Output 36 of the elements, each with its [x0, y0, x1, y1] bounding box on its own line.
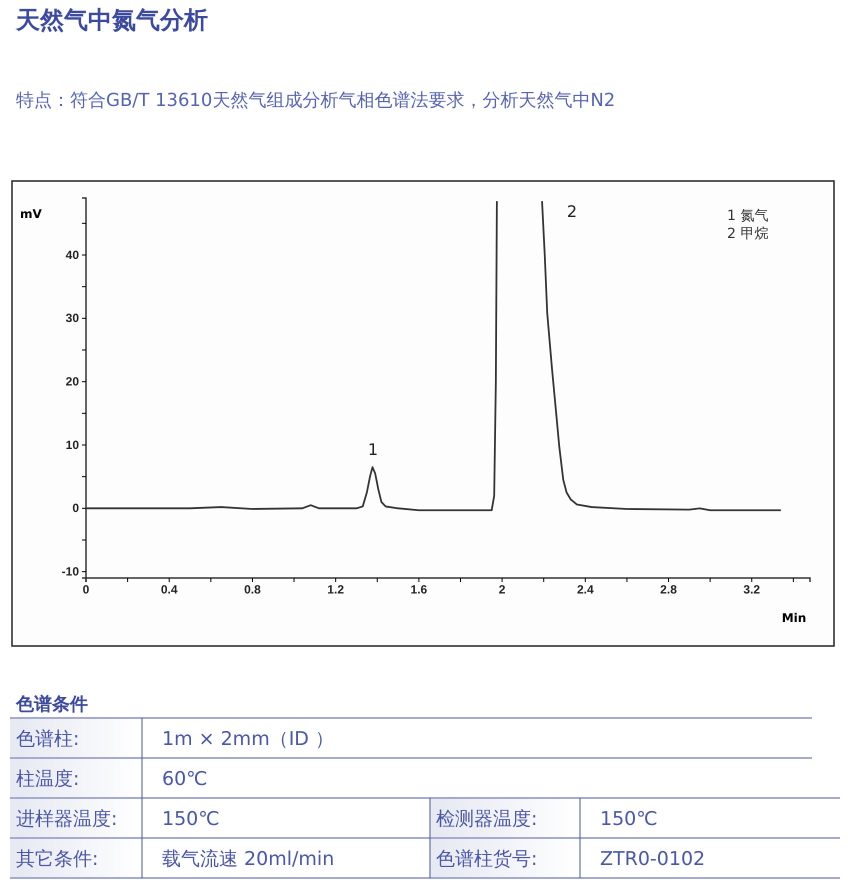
- y-tick-label: 0: [72, 501, 80, 516]
- x-tick-label: 3.2: [743, 582, 760, 597]
- chart-title: 天然气中氮气分析: [15, 6, 208, 34]
- x-tick-label: 0.4: [160, 582, 178, 597]
- text: ZTR0-0102: [600, 848, 706, 870]
- text: 载气流速 20ml/min: [162, 848, 334, 870]
- text: 色谱柱:: [16, 728, 80, 750]
- y-tick-label: 10: [66, 438, 80, 452]
- y-tick-label: 40: [66, 248, 80, 262]
- text: 1m × 2mm（ID ）: [162, 728, 334, 750]
- y-tick-label: -10: [62, 564, 80, 579]
- x-tick-label: 2.4: [576, 582, 594, 597]
- x-tick-label: 1.2: [327, 582, 344, 597]
- annotation: 1 氮气: [727, 208, 768, 224]
- text: 其它条件:: [16, 848, 98, 870]
- text: 60℃: [162, 768, 208, 790]
- y-tick-label: 20: [66, 374, 80, 389]
- text: 150℃: [600, 808, 658, 830]
- text: 色谱柱货号:: [436, 848, 538, 870]
- chart-subtitle: 特点：符合GB/T 13610天然气组成分析气相色谱法要求，分析天然气中N2: [16, 90, 616, 111]
- x-tick-label: 0: [82, 582, 90, 597]
- annotation: 2 甲烷: [727, 226, 768, 242]
- x-tick-label: 1.6: [410, 582, 428, 597]
- y-axis-title: mV: [20, 207, 43, 221]
- y-tick-label: 30: [66, 311, 80, 326]
- text: 150℃: [162, 808, 220, 830]
- text: 柱温度:: [16, 768, 80, 790]
- x-tick-label: 2.8: [660, 582, 678, 597]
- annotation: 2: [566, 202, 578, 221]
- x-axis-title: Min: [782, 611, 806, 625]
- text: 色谱条件: [15, 694, 88, 715]
- text: 检测器温度:: [436, 808, 538, 830]
- x-tick-label: 2: [498, 582, 506, 597]
- x-tick-label: 0.8: [244, 582, 262, 597]
- text: 进样器温度:: [16, 808, 118, 830]
- annotation: 1: [368, 440, 378, 459]
